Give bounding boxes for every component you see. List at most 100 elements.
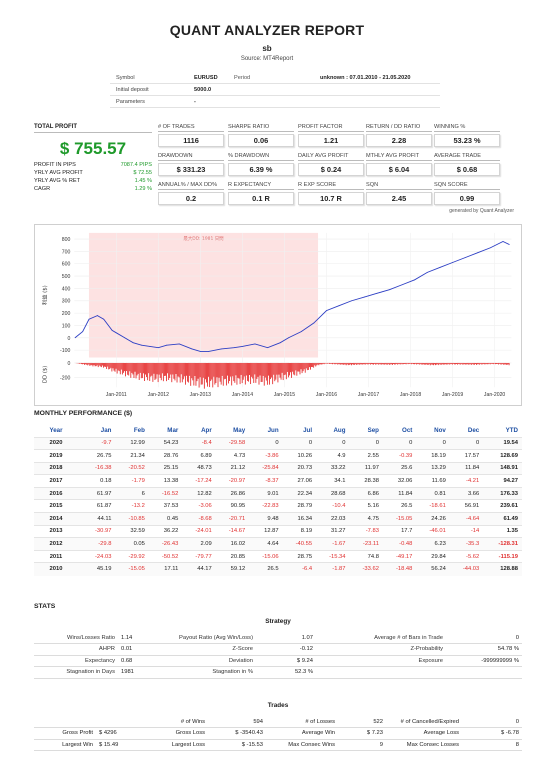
monthly-header-apr: Apr — [201, 427, 212, 435]
month-value-cell: -46.01 — [416, 524, 450, 538]
metric-label: SQN — [366, 182, 432, 190]
profit-row-value: $ 72.55 — [133, 170, 152, 176]
month-value-cell: -20.71 — [215, 512, 250, 526]
monthly-row-2019: 2019 26.75 21.34 28.76 6.89 4.73 -3.86 10.26 4.9… — [34, 449, 522, 463]
equity-point — [220, 348, 222, 350]
monthly-header-sep: Sep — [367, 427, 379, 435]
monthly-row-2018: 2018 -16.38 -20.52 25.15 48.73 21.12 -25.84 20.… — [34, 461, 522, 475]
metric-value: $ 0.24 — [298, 163, 364, 176]
month-value-cell: -8.68 — [182, 512, 216, 526]
equity-point — [199, 350, 201, 352]
equity-point — [96, 315, 98, 316]
stat-value: $ 9.24 — [256, 655, 316, 667]
stat-value: 0 — [446, 632, 522, 644]
metric-sqn-score: SQN SCORE 0.99 — [434, 182, 500, 205]
stat-label: Wins/Losses Ratio — [34, 632, 118, 644]
month-value-cell: 11.84 — [449, 461, 484, 475]
month-value-cell: 16.34 — [282, 512, 317, 526]
profit-row-value: 1.45 % — [134, 178, 152, 184]
monthly-row-2020: 2020 -9.7 12.99 54.23 -8.4 -29.58 0 0 0 0 0 0 0 19.54 — [34, 436, 522, 450]
month-value-cell: 37.53 — [148, 499, 183, 513]
year-cell: 2016 — [34, 486, 82, 500]
metric-label: PROFIT FACTOR — [298, 124, 364, 132]
equity-point — [426, 271, 428, 273]
stat-label: Payout Ratio (Avg Win/Loss) — [158, 632, 256, 644]
period-value: unknown : 07.01.2010 - 21.05.2020 — [320, 74, 411, 81]
equity-point — [254, 343, 256, 345]
equity-point — [166, 344, 168, 346]
equity-point — [178, 343, 180, 345]
trade-stat-value: $ -3540.43 — [208, 727, 266, 740]
equity-point — [464, 257, 466, 258]
month-value-cell: -29.92 — [115, 549, 149, 563]
month-value-cell: -50.52 — [148, 549, 183, 563]
trade-stat-label: # of Wins — [146, 716, 208, 728]
monthly-header-ytd: YTD — [505, 427, 518, 435]
metric-value: 53.23 % — [434, 134, 500, 147]
profit-row-key: CAGR — [34, 186, 51, 192]
month-value-cell: 74.8 — [349, 549, 383, 563]
month-value-cell: 0.05 — [115, 537, 149, 551]
equity-point — [132, 342, 134, 344]
equity-point — [401, 284, 403, 286]
month-value-cell: 29.84 — [416, 549, 450, 563]
month-value-cell: 32.59 — [115, 524, 149, 538]
month-value-cell: 0.45 — [148, 512, 183, 526]
monthly-row-2015: 2015 61.87 -13.2 37.53 -3.06 90.95 -22.83 28.79… — [34, 499, 522, 513]
month-value-cell: -49.17 — [382, 549, 417, 563]
month-value-cell: -15.34 — [316, 549, 350, 563]
metric-value: $ 331.23 — [158, 163, 224, 176]
month-value-cell: 1.35 — [483, 524, 522, 538]
month-value-cell: 28.38 — [349, 474, 383, 488]
month-value-cell: -29.58 — [215, 436, 250, 450]
month-value-cell: -1.87 — [316, 562, 350, 576]
y-tick-label: 700 — [62, 249, 71, 255]
month-value-cell: 3.66 — [449, 486, 484, 500]
strategy-row: Expectancy 0.68 Deviation $ 9.24 Exposure -99… — [34, 655, 522, 667]
metric-value: 2.45 — [366, 192, 432, 205]
month-value-cell: 12.82 — [182, 486, 216, 500]
stat-value: 1.07 — [256, 632, 316, 644]
equity-point — [267, 347, 269, 349]
equity-point — [300, 331, 302, 333]
month-value-cell: 61.87 — [82, 499, 116, 513]
metric-label: DRAWDOWN — [158, 153, 224, 161]
x-tick-label: Jan-2017 — [358, 392, 380, 398]
month-value-cell: 8.19 — [282, 524, 317, 538]
trade-stat-value: $ -6.78 — [462, 727, 522, 740]
metric-profit-factor: PROFIT FACTOR 1.21 — [298, 124, 364, 147]
month-value-cell: -20.52 — [115, 461, 149, 475]
metric-label: SHARPE RATIO — [228, 124, 294, 132]
month-value-cell: 90.95 — [215, 499, 250, 513]
month-value-cell: -23.11 — [349, 537, 383, 551]
month-value-cell: -8.4 — [182, 436, 216, 450]
month-value-cell: 0 — [249, 436, 283, 450]
y-tick-label: 300 — [62, 299, 71, 305]
month-value-cell: -18.61 — [416, 499, 450, 513]
y-axis-label: 利益 ($) — [41, 285, 49, 305]
month-value-cell: 16.02 — [215, 537, 250, 551]
metric-value: 1116 — [158, 134, 224, 147]
equity-point — [477, 252, 479, 254]
equity-point — [489, 247, 491, 249]
month-value-cell: 48.73 — [182, 461, 216, 475]
metric-drawdown: DRAWDOWN $ 331.23 — [158, 153, 224, 176]
month-value-cell: -10.4 — [316, 499, 350, 513]
month-value-cell: 56.91 — [449, 499, 484, 513]
month-value-cell: 21.12 — [215, 461, 250, 475]
strategy-table: Wins/Losses Ratio 1.14 Payout Ratio (Avg W… — [34, 632, 522, 679]
equity-point — [363, 296, 365, 298]
info-row-deposit: Initial deposit 5000.0 — [110, 84, 440, 96]
month-value-cell: 4.64 — [249, 537, 283, 551]
info-row-symbol: Symbol EURUSD Period unknown : 07.01.201… — [110, 72, 440, 84]
month-value-cell: 11.97 — [349, 461, 383, 475]
equity-point — [191, 348, 193, 350]
equity-point — [502, 241, 504, 242]
equity-point — [103, 318, 105, 320]
trade-stat-value: 9 — [338, 739, 386, 751]
month-value-cell: -8.37 — [249, 474, 283, 488]
metric-of-trades: # OF TRADES 1116 — [158, 124, 224, 147]
month-value-cell: -14.67 — [215, 524, 250, 538]
trade-stat-value: $ 7.23 — [338, 727, 386, 740]
month-value-cell: -0.48 — [382, 537, 417, 551]
